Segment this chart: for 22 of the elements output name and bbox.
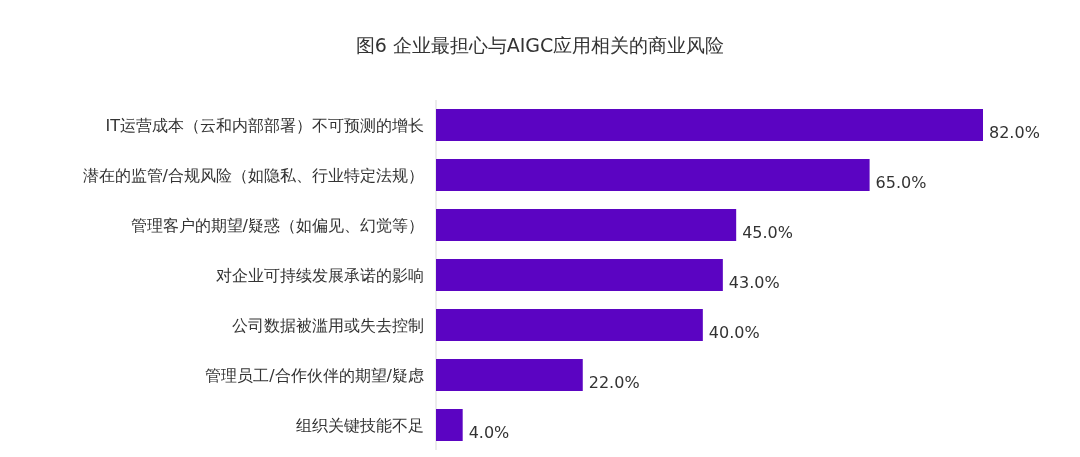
data-label: 45.0% xyxy=(742,223,794,242)
bar xyxy=(436,359,583,391)
bar xyxy=(436,309,703,341)
bar xyxy=(436,209,737,241)
data-label: 4.0% xyxy=(468,423,510,442)
y-tick-label: 公司数据被滥用或失去控制 xyxy=(232,316,424,335)
bar xyxy=(436,159,870,191)
y-tick-label: 管理客户的期望/疑惑（如偏见、幻觉等） xyxy=(130,216,424,235)
chart-title: 图6 企业最担心与AIGC应用相关的商业风险 xyxy=(355,34,725,56)
y-tick-label: 潜在的监管/合规风险（如隐私、行业特定法规） xyxy=(82,166,424,185)
data-label: 40.0% xyxy=(708,323,760,342)
y-tick-label: 组织关键技能不足 xyxy=(296,416,424,435)
data-label: 65.0% xyxy=(875,173,927,192)
bar xyxy=(436,409,463,441)
y-tick-label: IT运营成本（云和内部部署）不可预测的增长 xyxy=(105,116,424,135)
y-tick-label: 对企业可持续发展承诺的影响 xyxy=(216,266,424,285)
y-tick-label: 管理员工/合作伙伴的期望/疑虑 xyxy=(205,366,424,385)
bar xyxy=(436,109,983,141)
data-label: 43.0% xyxy=(728,273,780,292)
data-label: 82.0% xyxy=(989,123,1040,142)
data-label: 22.0% xyxy=(588,373,640,392)
bar xyxy=(436,259,723,291)
